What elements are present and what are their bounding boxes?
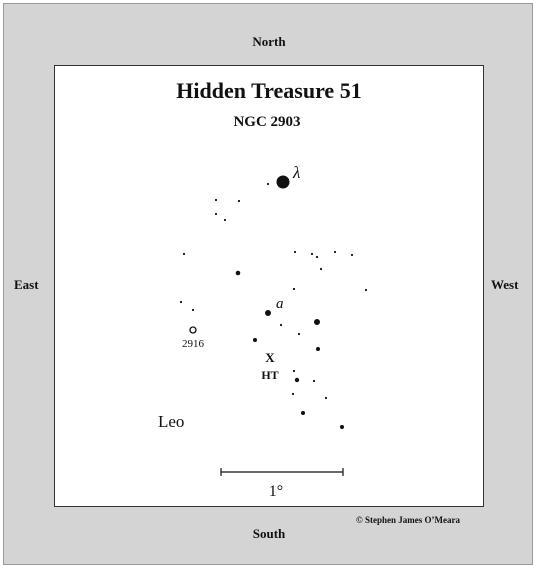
star (253, 338, 257, 342)
star (350, 253, 354, 257)
star (316, 347, 320, 351)
star (214, 212, 218, 216)
star-chart-svg: Hidden Treasure 51 NGC 2903 λ (158, 78, 368, 500)
east-label: East (14, 277, 39, 292)
star (292, 369, 296, 373)
lambda-label: λ (292, 163, 300, 182)
north-label: North (252, 34, 286, 49)
star (223, 218, 227, 222)
galaxy-label: HT (261, 368, 278, 382)
star (214, 198, 218, 202)
scale-label: 1° (269, 483, 283, 500)
chart-title: Hidden Treasure 51 (176, 78, 361, 103)
galaxy-marker: X (265, 350, 275, 365)
south-label: South (252, 526, 286, 541)
star-a-label: a (276, 296, 284, 312)
star (191, 308, 195, 312)
ngc2916-label: 2916 (182, 338, 205, 350)
star (294, 377, 300, 383)
star (297, 332, 301, 336)
star (324, 396, 328, 400)
star (333, 250, 337, 254)
chart-frame: North South East West © Stephen James O’… (3, 3, 533, 565)
star (301, 411, 305, 415)
star (182, 252, 186, 256)
star (319, 267, 323, 271)
star (312, 379, 316, 383)
star (291, 392, 295, 396)
constellation-label: Leo (158, 412, 184, 431)
star (235, 270, 241, 276)
chart-subtitle: NGC 2903 (233, 114, 300, 130)
galaxy-ngc2916 (189, 326, 197, 334)
star (340, 425, 344, 429)
star (179, 300, 183, 304)
star (310, 252, 314, 256)
west-label: West (491, 277, 519, 292)
star (266, 182, 270, 186)
star (314, 319, 320, 325)
star (293, 250, 297, 254)
star (279, 323, 283, 327)
star (292, 287, 296, 291)
star-a (265, 310, 271, 316)
star (364, 288, 368, 292)
star-chart: Hidden Treasure 51 NGC 2903 λ (54, 65, 484, 507)
star (237, 199, 241, 203)
star (315, 255, 319, 259)
star-lambda (276, 175, 290, 189)
copyright-notice: © Stephen James O’Meara (356, 515, 460, 525)
